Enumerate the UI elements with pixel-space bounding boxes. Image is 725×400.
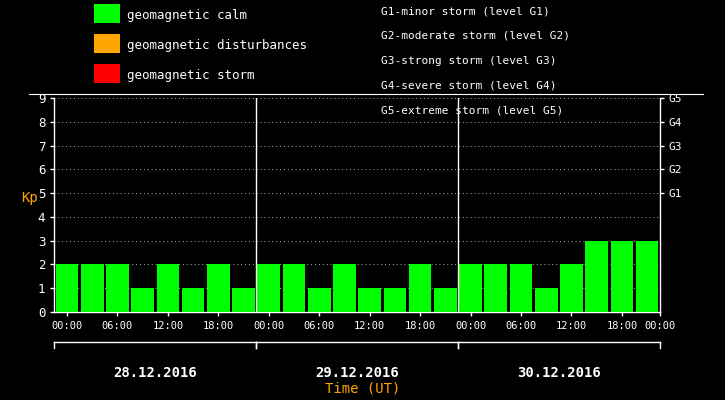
Text: 30.12.2016: 30.12.2016 [517, 366, 601, 380]
Bar [610, 241, 633, 312]
Bar [131, 288, 154, 312]
Bar [308, 288, 331, 312]
Text: Time (UT): Time (UT) [325, 382, 400, 396]
Text: G4-severe storm (level G4): G4-severe storm (level G4) [381, 80, 556, 90]
Bar [459, 264, 482, 312]
Bar [157, 264, 179, 312]
Bar [358, 288, 381, 312]
Bar [182, 288, 204, 312]
Bar [510, 264, 532, 312]
Bar [333, 264, 356, 312]
Bar [535, 288, 558, 312]
Bar [484, 264, 507, 312]
Bar [56, 264, 78, 312]
Bar [560, 264, 583, 312]
Bar [384, 288, 406, 312]
Text: G5-extreme storm (level G5): G5-extreme storm (level G5) [381, 105, 563, 115]
Bar [283, 264, 305, 312]
Bar [636, 241, 658, 312]
Text: 28.12.2016: 28.12.2016 [113, 366, 197, 380]
Text: G3-strong storm (level G3): G3-strong storm (level G3) [381, 56, 556, 66]
Bar [232, 288, 255, 312]
Bar [81, 264, 104, 312]
Bar [434, 288, 457, 312]
Bar [207, 264, 230, 312]
Text: geomagnetic disturbances: geomagnetic disturbances [127, 40, 307, 52]
Text: G2-moderate storm (level G2): G2-moderate storm (level G2) [381, 31, 570, 41]
Text: G1-minor storm (level G1): G1-minor storm (level G1) [381, 6, 550, 16]
Bar [257, 264, 280, 312]
Text: geomagnetic calm: geomagnetic calm [127, 10, 247, 22]
Y-axis label: Kp: Kp [21, 191, 38, 205]
Bar [585, 241, 608, 312]
Bar [409, 264, 431, 312]
Bar [106, 264, 129, 312]
Text: 29.12.2016: 29.12.2016 [315, 366, 399, 380]
Text: geomagnetic storm: geomagnetic storm [127, 70, 254, 82]
